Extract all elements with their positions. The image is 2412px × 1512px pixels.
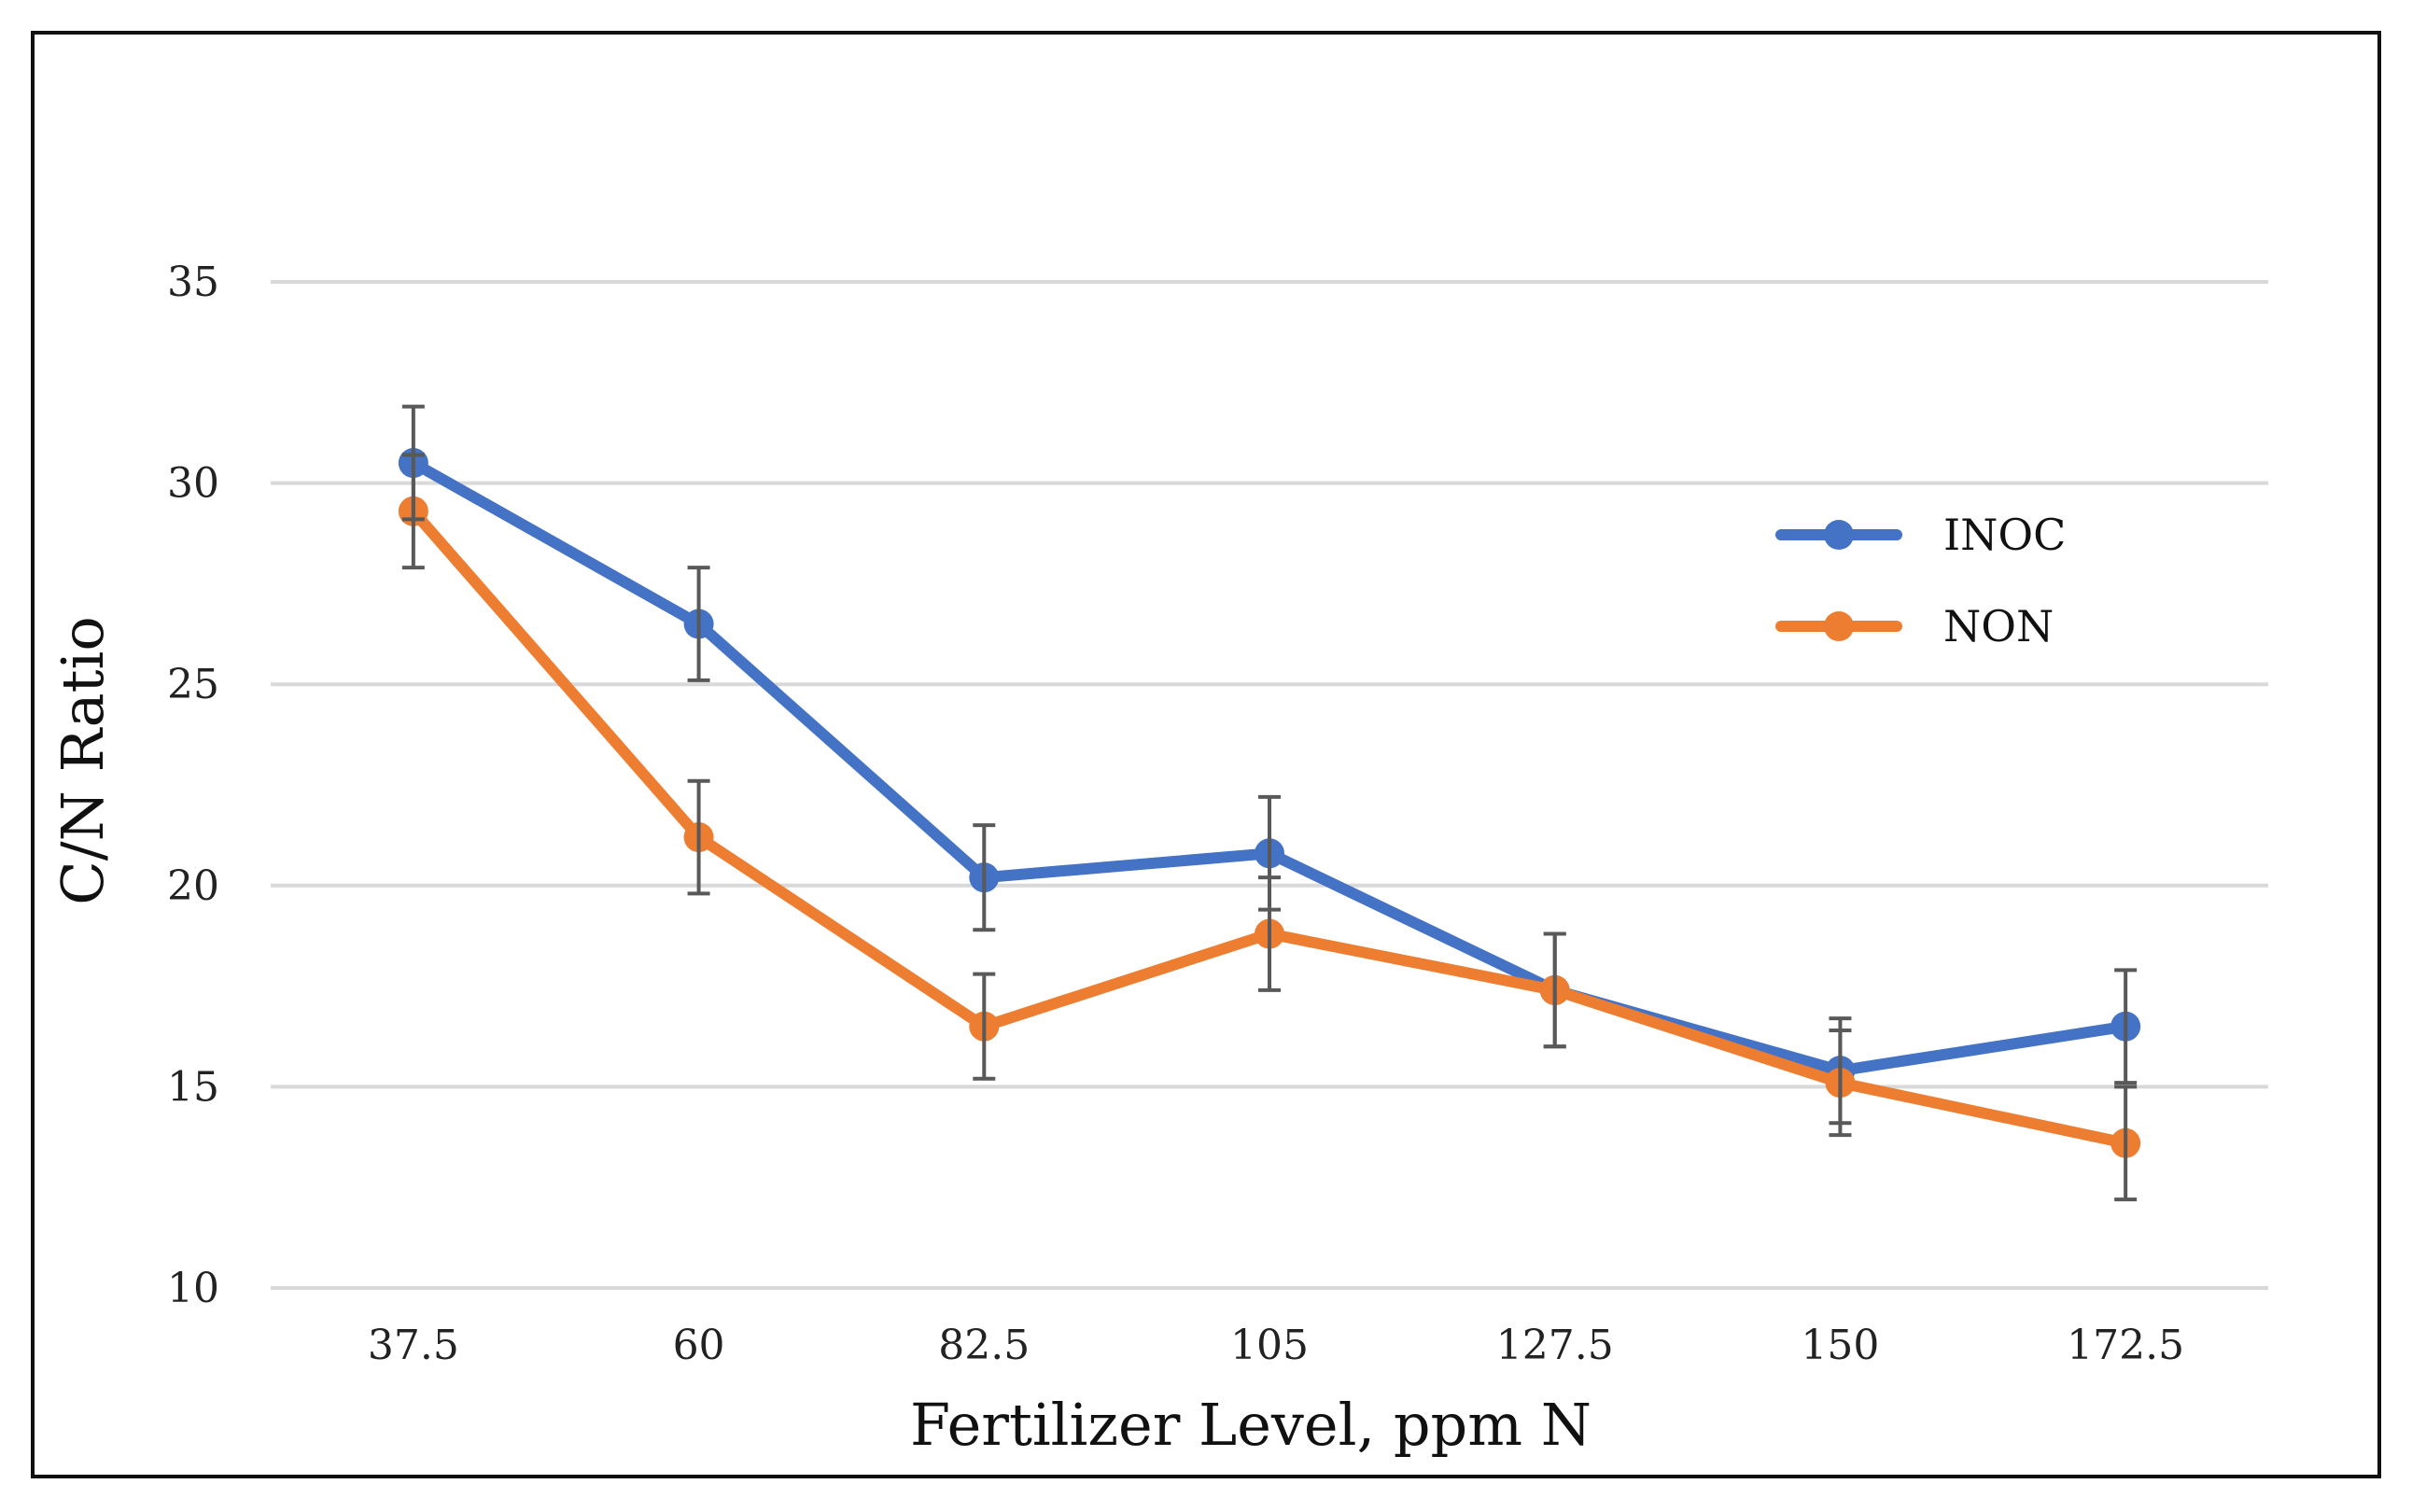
y-tick-labels: 10 15 20 25 30 35 xyxy=(167,259,219,1312)
chart-frame xyxy=(31,31,2381,1478)
error-bar-non xyxy=(1543,931,1566,1049)
error-bar-inoc xyxy=(687,566,710,682)
y-axis-title: C/N Ratio xyxy=(49,616,117,904)
error-bar-non xyxy=(2114,1085,2138,1202)
error-bar-non xyxy=(973,972,996,1081)
x-tick-labels: 37.5 60 82.5 105 127.5 150 172.5 xyxy=(368,1322,2184,1369)
error-bar-non xyxy=(1258,875,1281,992)
x-tick-label: 82.5 xyxy=(938,1322,1030,1369)
error-bar-non xyxy=(687,778,710,896)
x-tick-label: 60 xyxy=(673,1322,725,1369)
error-bar-inoc xyxy=(2114,968,2138,1085)
y-tick-label: 30 xyxy=(167,460,219,508)
error-bar-inoc xyxy=(973,823,996,932)
x-tick-label: 105 xyxy=(1230,1322,1309,1369)
x-tick-label: 172.5 xyxy=(2067,1322,2184,1369)
series-layer xyxy=(398,404,2141,1202)
legend-marker-non xyxy=(1824,611,1854,641)
error-bars-inoc xyxy=(401,404,2138,1126)
legend-marker-inoc xyxy=(1824,520,1854,550)
legend-label-non: NON xyxy=(1943,601,2054,651)
x-tick-label: 150 xyxy=(1801,1322,1879,1369)
legend: INOC NON xyxy=(1775,510,2066,651)
y-tick-label: 35 xyxy=(167,259,219,306)
x-tick-label: 37.5 xyxy=(368,1322,459,1369)
y-tick-label: 15 xyxy=(167,1063,219,1111)
y-tick-label: 25 xyxy=(167,661,219,708)
error-bar-non xyxy=(1829,1029,1852,1138)
error-bars-non xyxy=(401,453,2138,1202)
x-axis-title: Fertilizer Level, ppm N xyxy=(910,1391,1592,1459)
error-bar-non xyxy=(401,453,425,570)
x-tick-label: 127.5 xyxy=(1496,1322,1614,1369)
y-tick-label: 10 xyxy=(167,1265,219,1312)
gridlines xyxy=(271,280,2268,1290)
y-tick-label: 20 xyxy=(167,862,219,910)
legend-label-inoc: INOC xyxy=(1943,510,2066,560)
